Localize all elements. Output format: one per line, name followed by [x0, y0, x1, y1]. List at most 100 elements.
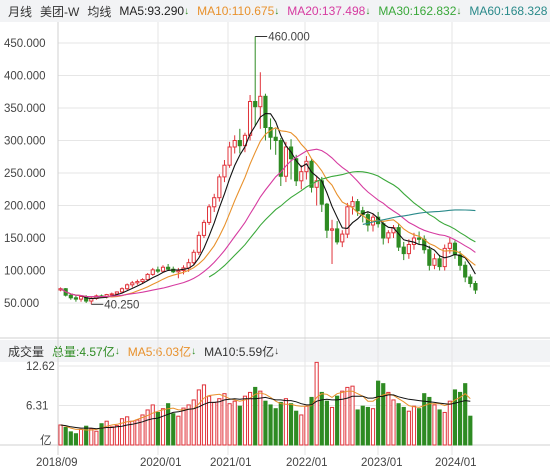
candle-up: [386, 232, 391, 239]
candle-up: [345, 206, 350, 235]
volume-bar-up: [125, 416, 130, 446]
candle-down: [263, 95, 268, 129]
volume-bar-up: [217, 398, 222, 446]
volume-tick-label: 6.31: [26, 401, 48, 413]
volume-bar-up: [109, 426, 114, 446]
candle-down: [401, 246, 406, 255]
ma-group-label[interactable]: 均线: [87, 4, 112, 19]
candle-down: [166, 266, 171, 270]
candle-up: [125, 284, 130, 290]
candle-up: [432, 258, 437, 266]
volume-bar-up: [340, 390, 345, 446]
volume-bar-up: [258, 390, 263, 446]
candle-down: [309, 160, 314, 188]
volume-bar-up: [283, 398, 289, 446]
volume-bar-down: [68, 431, 73, 446]
volume-bar-down: [273, 408, 278, 446]
candle-up: [207, 206, 212, 223]
volume-bar-down: [437, 409, 442, 446]
candle-down: [427, 249, 432, 266]
x-tick-label: 2023/01: [361, 457, 403, 469]
volume-bar-up: [247, 391, 253, 446]
low-label: 40.250: [104, 299, 139, 311]
candle-down: [396, 227, 401, 248]
volume-bar-up: [442, 411, 447, 446]
y-tick-label: 300.000: [4, 136, 46, 148]
volume-ma-lines: [60, 390, 471, 431]
volume-bar-up: [181, 407, 186, 446]
candle-up: [160, 266, 166, 272]
down-arrow-icon: ↓: [456, 5, 462, 17]
volume-bar-down: [288, 403, 294, 446]
volume-bar-up: [104, 420, 109, 446]
candle-up: [314, 180, 319, 188]
extreme-annotations: 460.000 40.250: [91, 32, 310, 311]
x-tick-label: 2018/09: [36, 457, 78, 469]
grid-lines: [0, 22, 550, 455]
volume-tick-label: 12.62: [26, 361, 55, 373]
volume-bar-down: [335, 395, 340, 446]
volume-bar-down: [376, 380, 381, 446]
volume-bar-up: [386, 391, 391, 446]
candle-up: [350, 201, 355, 208]
candle-up: [176, 270, 181, 273]
candle-down: [355, 201, 360, 212]
time-x-axis: 2018/09 2020/01 2021/01 2022/01 2023/01 2024/…: [36, 457, 477, 469]
candle-down: [273, 136, 278, 141]
candle-up: [150, 269, 155, 275]
volume-bar-up: [406, 410, 411, 446]
volume-bar-down: [253, 386, 258, 446]
volume-bar-down: [73, 433, 79, 446]
candle-up: [406, 244, 411, 255]
volume-ma10-line: [60, 394, 471, 430]
candle-up: [258, 95, 263, 108]
candle-up: [140, 279, 145, 283]
candle-up: [196, 234, 201, 253]
volume-bar-up: [186, 404, 191, 446]
price-y-axis: 450.000 400.000 350.000 300.000 250.000 200.0…: [4, 38, 46, 310]
x-tick-label: 2022/01: [286, 457, 328, 469]
candle-down: [381, 223, 386, 239]
candle-down: [68, 294, 73, 299]
candle-down: [473, 283, 478, 291]
candle-down: [73, 297, 79, 300]
volume-bar-up: [304, 405, 309, 446]
candle-down: [324, 203, 329, 231]
x-tick-label: 2020/01: [140, 457, 182, 469]
volume-bar-down: [457, 391, 463, 446]
candle-up: [201, 221, 207, 236]
candle-down: [468, 276, 473, 284]
candle-up: [109, 293, 114, 296]
volume-bar-down: [417, 408, 422, 446]
candle-up: [340, 233, 345, 243]
ma30-legend: MA30:162.832: [378, 4, 457, 18]
volume-bar-up: [145, 409, 150, 446]
candle-up: [191, 251, 196, 264]
moving-average-lines: [60, 112, 476, 300]
candle-down: [253, 101, 258, 108]
candle-down: [278, 140, 283, 177]
volume-title[interactable]: 成交量: [8, 344, 45, 359]
candle-up: [222, 164, 227, 178]
volume-bar-up: [191, 399, 196, 446]
candle-down: [237, 140, 242, 147]
candle-down: [463, 264, 468, 278]
candle-up: [130, 282, 135, 286]
y-tick-label: 450.000: [4, 38, 46, 50]
volume-bar-up: [299, 414, 304, 446]
candle-up: [247, 101, 253, 136]
candle-down: [457, 254, 463, 266]
candle-up: [212, 197, 217, 208]
volume-bar-down: [452, 389, 458, 446]
candle-up: [114, 291, 119, 295]
volume-bar-up: [201, 384, 207, 446]
period-label[interactable]: 月线: [8, 4, 33, 19]
candle-up: [411, 237, 417, 245]
volume-bar-up: [222, 393, 227, 446]
volume-bar-up: [160, 408, 166, 446]
y-tick-label: 400.000: [4, 71, 46, 83]
stock-name: 美团-W: [40, 4, 80, 19]
ma30-line: [208, 171, 476, 278]
candle-down: [452, 242, 458, 256]
